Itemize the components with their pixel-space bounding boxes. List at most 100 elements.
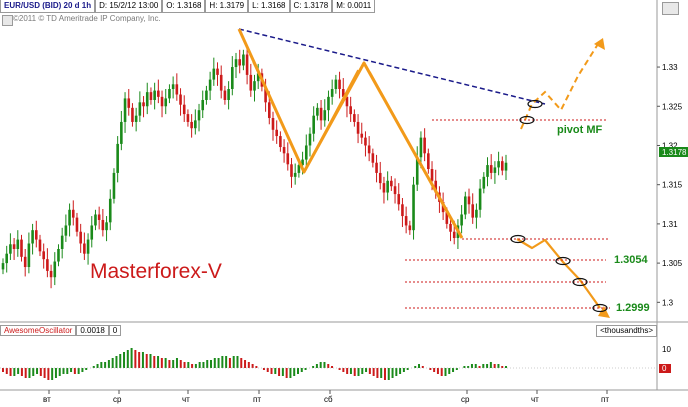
candle-body <box>301 159 304 166</box>
candle-body <box>90 225 94 240</box>
osc-param-label: 0 <box>108 325 122 336</box>
oscillator-header: AwesomeOscillator 0.0018 0 <box>0 325 122 336</box>
candle-body <box>356 121 360 134</box>
candle-body <box>71 209 75 218</box>
candle-body <box>108 198 112 223</box>
scroll-up-button[interactable] <box>2 15 13 26</box>
candle-body <box>194 120 197 129</box>
candle-body <box>123 98 127 122</box>
candle-body <box>393 186 397 195</box>
last-price-label: 1.3178 <box>662 148 687 157</box>
candle-body <box>290 164 293 177</box>
candle-body <box>275 129 278 137</box>
candle-body <box>427 153 430 169</box>
price-axis: 1.33 1.325 1.32 1.315 1.31 1.305 1.3 <box>657 63 683 307</box>
marker-pivot <box>519 115 535 125</box>
candle-body <box>486 165 489 177</box>
brand-label: Masterforex-V <box>90 260 222 283</box>
candle-body <box>94 214 97 226</box>
candle-body <box>83 243 86 254</box>
candle-body <box>249 74 253 91</box>
osc-value-label: 0.0018 <box>76 325 109 336</box>
osc-name-label[interactable]: AwesomeOscillator <box>0 325 77 336</box>
candle-body <box>338 79 341 90</box>
candle-body <box>349 106 352 115</box>
panel-toggle-button[interactable] <box>662 2 679 15</box>
candle-body <box>334 79 338 90</box>
high-label: H: 1.3179 <box>205 0 249 13</box>
candle-body <box>149 92 153 100</box>
candle-body <box>504 162 508 171</box>
candle-body <box>312 115 315 134</box>
candle-body <box>493 167 497 173</box>
level-1-2999-label: 1.2999 <box>616 302 650 314</box>
time-tick-label: пт <box>601 395 609 404</box>
symbol-label[interactable]: EUR/USD (BID) 20 d 1h <box>0 0 96 13</box>
candle-body <box>168 89 171 99</box>
candle-body <box>12 244 16 249</box>
candle-body <box>397 194 401 205</box>
time-tick-label: сб <box>324 395 333 404</box>
candle-body <box>38 239 42 252</box>
oscillator-series <box>2 348 507 380</box>
move-label: M: 0.0011 <box>332 0 376 13</box>
candle-body <box>142 102 145 107</box>
candle-body <box>489 165 493 173</box>
candle-body <box>390 180 393 187</box>
candle-body <box>219 74 223 91</box>
time-tick-label: пт <box>253 395 261 404</box>
time-tick-label: чт <box>182 395 190 404</box>
candle-body <box>327 96 330 111</box>
candle-body <box>64 225 68 236</box>
candle-body <box>271 118 275 130</box>
open-label: O: 1.3168 <box>162 0 206 13</box>
candle-body <box>16 239 20 249</box>
candle-body <box>116 143 119 173</box>
candle-body <box>57 248 60 262</box>
candlestick-series <box>1 46 508 289</box>
candle-body <box>297 165 301 173</box>
price-tick-label: 1.325 <box>662 102 683 111</box>
candle-body <box>79 231 82 244</box>
marker-mid <box>572 277 588 287</box>
candle-body <box>482 176 486 189</box>
marker-low <box>510 234 526 244</box>
candle-body <box>408 225 412 231</box>
candle-body <box>208 79 212 91</box>
candle-body <box>175 84 179 95</box>
candle-body <box>386 180 389 193</box>
candle-body <box>434 180 438 193</box>
candle-body <box>112 172 116 199</box>
candle-body <box>145 92 149 107</box>
candle-body <box>49 270 53 278</box>
candle-body <box>330 89 334 97</box>
candle-body <box>164 98 168 107</box>
candle-body <box>171 84 175 90</box>
candle-body <box>34 230 38 240</box>
candle-body <box>138 102 142 116</box>
candle-body <box>364 137 367 146</box>
candle-body <box>460 214 463 226</box>
pivot-label: pivot MF <box>557 124 602 136</box>
candle-body <box>282 147 286 154</box>
candle-body <box>401 204 404 217</box>
candle-body <box>360 133 364 138</box>
candle-body <box>430 169 434 181</box>
candle-body <box>131 107 134 122</box>
candle-body <box>245 54 249 75</box>
time-tick-label: чт <box>531 395 539 404</box>
marker-trend-touch <box>527 99 543 109</box>
candle-body <box>345 96 349 107</box>
wave-inner-3 <box>369 71 453 221</box>
candle-body <box>53 261 57 278</box>
candle-body <box>415 157 419 185</box>
candle-body <box>412 184 415 231</box>
close-label: C: 1.3178 <box>289 0 333 13</box>
candle-body <box>186 114 190 122</box>
candle-body <box>223 90 227 100</box>
candle-body <box>497 161 500 168</box>
candle-body <box>101 219 105 231</box>
candle-body <box>304 145 308 160</box>
